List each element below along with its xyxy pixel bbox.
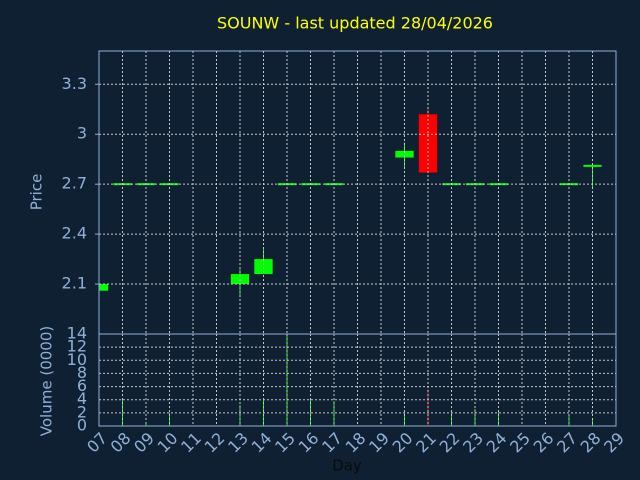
volume-axis-label: Volume (0000)	[38, 326, 56, 436]
volume-tick-label: 0	[77, 416, 87, 435]
y-tick-label: 3	[77, 124, 87, 143]
candle-body	[583, 164, 602, 167]
volume-tick-label: 10	[67, 350, 87, 369]
chart-title: SOUNW - last updated 28/04/2026	[217, 14, 493, 33]
candle-body	[99, 284, 109, 291]
volume-tick-label: 14	[67, 324, 87, 343]
volume-tick-label: 6	[77, 376, 87, 395]
candle-body	[395, 150, 414, 158]
volume-frame	[98, 333, 617, 427]
y-tick-label: 3.3	[62, 74, 87, 93]
y-tick-label: 2.4	[62, 224, 87, 243]
y-tick-label: 2.7	[62, 174, 87, 193]
volume-tick-label: 8	[77, 363, 87, 382]
volume-tick-label: 12	[67, 337, 87, 356]
y-axis-label: Price	[28, 174, 46, 211]
x-axis-label: Day	[332, 457, 362, 475]
volume-tick-label: 2	[77, 402, 87, 421]
y-tick-label: 2.1	[62, 274, 87, 293]
volume-tick-label: 4	[77, 389, 87, 408]
x-tick-label: 29	[600, 429, 628, 457]
candle-body	[254, 259, 273, 275]
